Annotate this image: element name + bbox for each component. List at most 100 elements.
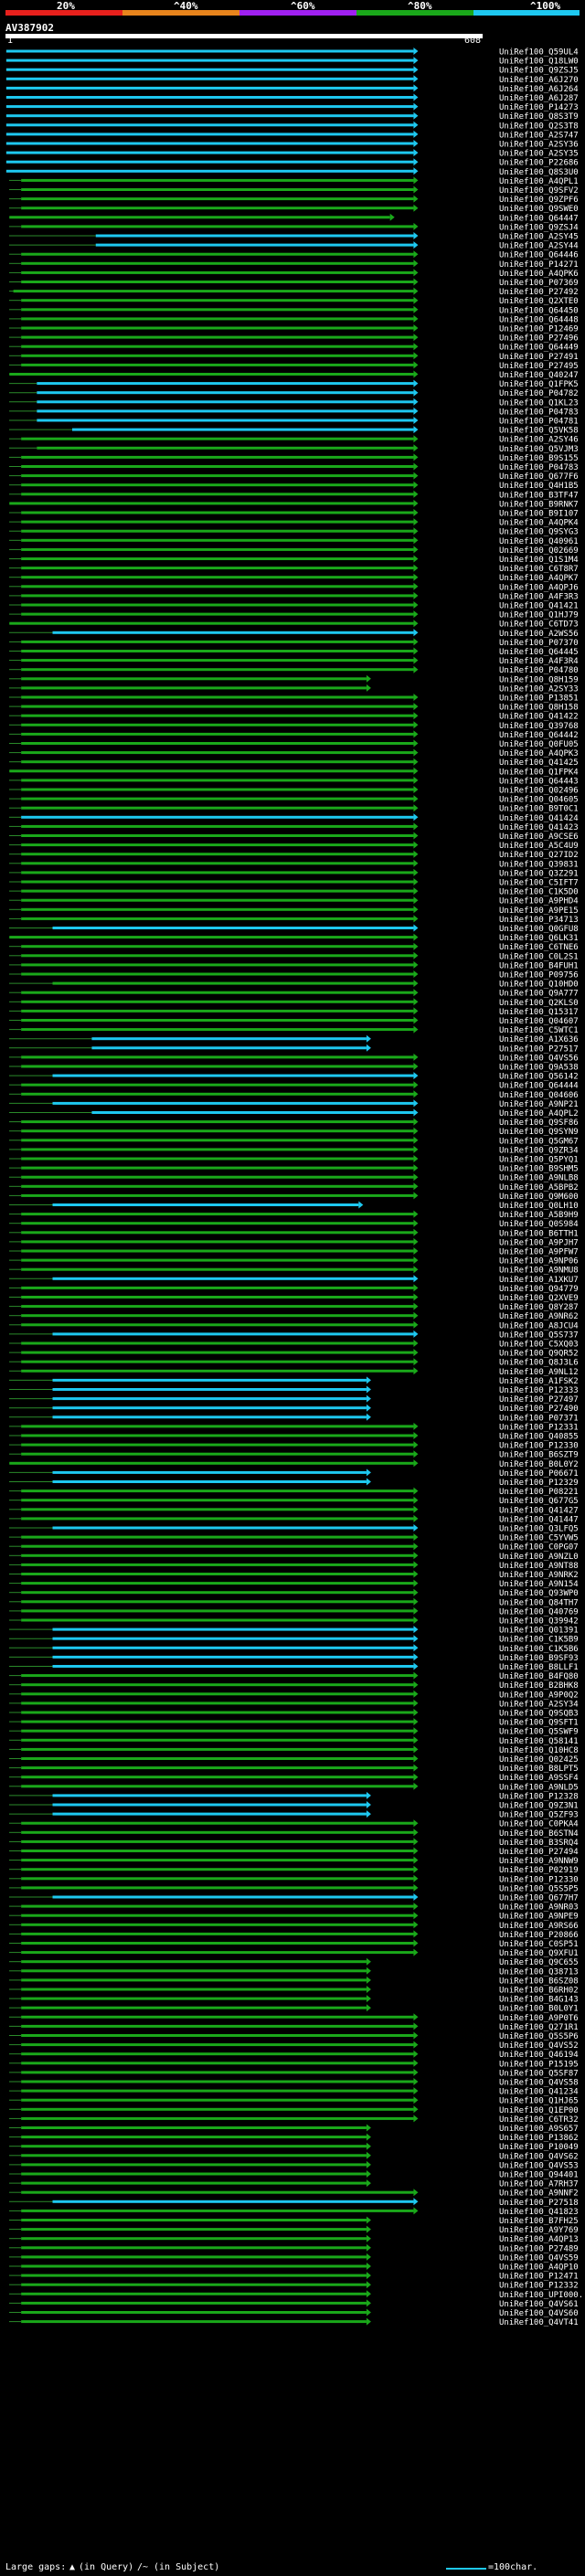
hit-bar[interactable] bbox=[21, 1092, 414, 1096]
hit-row[interactable]: UniRef100_C5YVW5 bbox=[9, 1533, 579, 1543]
hit-bar[interactable] bbox=[21, 889, 414, 893]
hit-bar[interactable] bbox=[52, 1526, 414, 1530]
hit-label[interactable]: UniRef100_P04783 bbox=[499, 408, 579, 417]
hit-bar[interactable] bbox=[21, 547, 414, 551]
hit-row[interactable]: UniRef100_Q1S1M4 bbox=[9, 555, 579, 566]
hit-label[interactable]: UniRef100_A6J264 bbox=[499, 85, 579, 94]
hit-label[interactable]: UniRef100_C6TR32 bbox=[499, 2115, 579, 2125]
hit-row[interactable]: UniRef100_P04783 bbox=[9, 407, 579, 418]
hit-label[interactable]: UniRef100_A4F3R4 bbox=[499, 657, 579, 666]
hit-label[interactable]: UniRef100_Q9M600 bbox=[499, 1193, 579, 1202]
hit-label[interactable]: UniRef100_Q5S5P6 bbox=[499, 2032, 579, 2041]
hit-row[interactable]: UniRef100_Q58141 bbox=[9, 1736, 579, 1746]
hit-row[interactable]: UniRef100_Q9ZSJ5 bbox=[5, 66, 579, 76]
hit-row[interactable]: UniRef100_Q9SWE0 bbox=[9, 204, 579, 215]
hit-row[interactable]: UniRef100_Q9SYN9 bbox=[9, 1127, 579, 1138]
hit-row[interactable]: UniRef100_Q59UL4 bbox=[5, 48, 579, 58]
hit-label[interactable]: UniRef100_A2WS56 bbox=[499, 630, 579, 639]
hit-label[interactable]: UniRef100_Q64446 bbox=[499, 251, 579, 260]
hit-bar[interactable] bbox=[21, 2062, 414, 2065]
hit-bar[interactable] bbox=[21, 437, 414, 440]
hit-bar[interactable] bbox=[52, 1332, 414, 1336]
hit-row[interactable]: UniRef100_Q41427 bbox=[9, 1505, 579, 1516]
hit-row[interactable]: UniRef100_Q9Z3N1 bbox=[9, 1801, 579, 1811]
hit-bar[interactable] bbox=[21, 862, 414, 865]
hit-label[interactable]: UniRef100_Q1KL23 bbox=[499, 398, 579, 408]
hit-row[interactable]: UniRef100_Q41423 bbox=[9, 822, 579, 832]
hit-label[interactable]: UniRef100_Q1FPK4 bbox=[499, 768, 579, 777]
hit-row[interactable]: UniRef100_A2SY33 bbox=[9, 684, 579, 694]
hit-label[interactable]: UniRef100_Q5GM67 bbox=[499, 1137, 579, 1146]
hit-bar[interactable] bbox=[21, 2320, 367, 2324]
hit-row[interactable]: UniRef100_B0L0Y2 bbox=[9, 1459, 579, 1469]
hit-bar[interactable] bbox=[37, 400, 414, 404]
hit-label[interactable]: UniRef100_A9NR03 bbox=[499, 1903, 579, 1913]
hit-label[interactable]: UniRef100_P12329 bbox=[499, 1479, 579, 1488]
hit-bar[interactable] bbox=[21, 225, 414, 228]
hit-label[interactable]: UniRef100_A9NRK2 bbox=[499, 1571, 579, 1580]
hit-row[interactable]: UniRef100_Q271R1 bbox=[9, 2022, 579, 2032]
hit-bar[interactable] bbox=[21, 520, 414, 524]
hit-bar[interactable] bbox=[91, 1037, 367, 1041]
hit-row[interactable]: UniRef100_P10049 bbox=[9, 2142, 579, 2153]
hit-label[interactable]: UniRef100_Q15317 bbox=[499, 1008, 579, 1017]
hit-row[interactable]: UniRef100_C0L2S1 bbox=[9, 951, 579, 962]
hit-bar[interactable] bbox=[21, 797, 414, 800]
hit-row[interactable]: UniRef100_A9NL12 bbox=[9, 1367, 579, 1377]
hit-bar[interactable] bbox=[21, 493, 414, 496]
hit-row[interactable]: UniRef100_Q8Y287 bbox=[9, 1302, 579, 1313]
hit-row[interactable]: UniRef100_A9NNF2 bbox=[9, 2189, 579, 2199]
hit-bar[interactable] bbox=[9, 936, 414, 939]
hit-bar[interactable] bbox=[5, 105, 414, 109]
hit-row[interactable]: UniRef100_C5WTC1 bbox=[9, 1025, 579, 1036]
hit-label[interactable]: UniRef100_P27492 bbox=[499, 288, 579, 297]
hit-label[interactable]: UniRef100_Q9SF86 bbox=[499, 1118, 579, 1128]
hit-bar[interactable] bbox=[37, 446, 414, 450]
hit-label[interactable]: UniRef100_Q5PYQ1 bbox=[499, 1156, 579, 1165]
hit-label[interactable]: UniRef100_Q4VS62 bbox=[499, 2152, 579, 2161]
hit-bar[interactable] bbox=[52, 2200, 414, 2203]
hit-label[interactable]: UniRef100_B6SZT9 bbox=[499, 1451, 579, 1460]
hit-row[interactable]: UniRef100_Q9ZSJ4 bbox=[9, 222, 579, 233]
hit-bar[interactable] bbox=[9, 373, 414, 376]
hit-bar[interactable] bbox=[21, 2274, 367, 2277]
hit-label[interactable]: UniRef100_A7RH37 bbox=[499, 2180, 579, 2189]
hit-label[interactable]: UniRef100_Q64448 bbox=[499, 315, 579, 324]
hit-row[interactable]: UniRef100_A6J270 bbox=[5, 75, 579, 85]
hit-label[interactable]: UniRef100_A9NL12 bbox=[499, 1368, 579, 1377]
hit-row[interactable]: UniRef100_Q41234 bbox=[9, 2087, 579, 2097]
hit-label[interactable]: UniRef100_A8JCU4 bbox=[499, 1321, 579, 1330]
hit-bar[interactable] bbox=[21, 1923, 414, 1926]
hit-bar[interactable] bbox=[21, 1563, 414, 1566]
hit-row[interactable]: UniRef100_A4QPK7 bbox=[9, 573, 579, 584]
hit-row[interactable]: UniRef100_C1K5D0 bbox=[9, 887, 579, 897]
hit-row[interactable]: UniRef100_P12329 bbox=[9, 1478, 579, 1489]
hit-label[interactable]: UniRef100_A2SY46 bbox=[499, 436, 579, 445]
hit-label[interactable]: UniRef100_P22686 bbox=[499, 159, 579, 168]
hit-bar[interactable] bbox=[21, 705, 414, 708]
hit-label[interactable]: UniRef100_A4QPK6 bbox=[499, 270, 579, 279]
hit-label[interactable]: UniRef100_C5IFT7 bbox=[499, 879, 579, 888]
hit-bar[interactable] bbox=[21, 2043, 414, 2047]
hit-label[interactable]: UniRef100_Q64450 bbox=[499, 306, 579, 315]
hit-label[interactable]: UniRef100_C0PG07 bbox=[499, 1543, 579, 1553]
hit-bar[interactable] bbox=[21, 1240, 414, 1244]
hit-bar[interactable] bbox=[21, 1904, 414, 1908]
hit-label[interactable]: UniRef100_C6T8R7 bbox=[499, 565, 579, 574]
hit-label[interactable]: UniRef100_A2SY45 bbox=[499, 233, 579, 242]
hit-row[interactable]: UniRef100_A9P0T6 bbox=[9, 2013, 579, 2023]
hit-row[interactable]: UniRef100_Q4VS59 bbox=[9, 2253, 579, 2263]
hit-bar[interactable] bbox=[21, 1591, 414, 1595]
hit-bar[interactable] bbox=[21, 751, 414, 755]
hit-bar[interactable] bbox=[52, 1101, 414, 1105]
hit-label[interactable]: UniRef100_P07371 bbox=[499, 1414, 579, 1423]
hit-row[interactable]: UniRef100_Q677F6 bbox=[9, 472, 579, 482]
hit-label[interactable]: UniRef100_P27496 bbox=[499, 334, 579, 344]
hit-row[interactable]: UniRef100_A4QPL1 bbox=[9, 176, 579, 186]
hit-row[interactable]: UniRef100_Q4H1B5 bbox=[9, 481, 579, 492]
hit-row[interactable]: UniRef100_A5BPB2 bbox=[9, 1182, 579, 1193]
hit-row[interactable]: UniRef100_Q04605 bbox=[9, 795, 579, 805]
hit-bar[interactable] bbox=[21, 2116, 414, 2120]
hit-bar[interactable] bbox=[21, 2237, 367, 2241]
hit-row[interactable]: UniRef100_Q4VS60 bbox=[9, 2308, 579, 2319]
